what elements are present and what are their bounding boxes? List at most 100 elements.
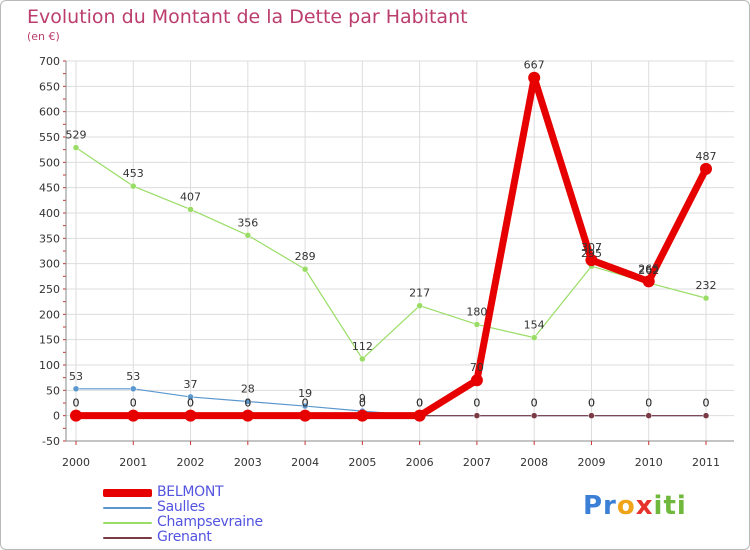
legend-item-champsevraine: Champsevraine [103,515,363,530]
data-label-grenant: 0 [359,397,366,410]
legend-item-grenant: Grenant [103,530,363,545]
legend-label-belmont: BELMONT [157,484,224,500]
data-label-champsevraine: 453 [123,167,144,180]
plot-area [66,61,734,441]
data-label-belmont: 0 [302,397,309,410]
data-point-grenant [530,412,538,419]
data-label-saulles: 28 [241,382,255,395]
series-line-champsevraine [75,147,707,360]
x-tick-label: 2002 [177,456,205,469]
x-tick-label: 2005 [348,456,376,469]
data-label-grenant: 0 [73,397,80,410]
data-label-grenant: 0 [645,397,652,410]
data-label-belmont: 0 [73,397,80,410]
series-line-belmont [72,74,710,420]
data-label-belmont: 667 [524,59,545,72]
x-tick-label: 2004 [291,456,319,469]
logo-part-1: Pr [583,491,617,521]
legend-label-grenant: Grenant [157,529,212,545]
data-label-champsevraine: 356 [237,216,258,229]
logo-part-4: iti [653,491,687,521]
data-point-belmont [642,275,655,288]
data-label-belmont: 487 [696,150,717,163]
data-point-belmont [356,409,369,422]
legend-label-champsevraine: Champsevraine [157,514,263,530]
data-label-belmont: 0 [187,397,194,410]
legend-item-belmont: BELMONT [103,485,363,500]
data-point-belmont [700,162,712,175]
x-tick-label: 2006 [406,456,434,469]
data-label-champsevraine: 262 [638,264,659,277]
legend-swatch-grenant [103,537,152,539]
data-point-belmont [241,409,254,422]
data-point-champsevraine [72,144,80,151]
data-point-champsevraine [359,355,366,363]
data-label-champsevraine: 407 [180,190,201,203]
data-label-champsevraine: 232 [696,279,717,292]
data-label-champsevraine: 112 [352,340,373,353]
data-label-belmont: 0 [244,397,251,410]
data-label-saulles: 19 [298,387,312,400]
y-tick-label: 700 [39,55,60,68]
data-label-belmont: 0 [359,397,366,410]
data-point-belmont [470,374,483,387]
data-label-champsevraine: 180 [466,305,487,318]
data-point-champsevraine [530,334,538,341]
data-point-champsevraine [130,182,137,190]
logo-part-2: o [616,491,636,521]
x-tick-label: 2000 [62,456,90,469]
data-label-belmont: 265 [638,262,659,275]
data-label-saulles: 0 [416,397,423,410]
data-label-champsevraine: 529 [66,129,87,142]
chart-title: Evolution du Montant de la Dette par Hab… [27,6,468,28]
data-label-saulles: 0 [703,397,710,410]
data-point-belmont [127,409,140,422]
data-label-grenant: 0 [130,397,137,410]
proxiti-logo: Proxiti [583,491,687,521]
data-label-belmont: 307 [581,241,602,254]
y-tick-label: 100 [39,359,60,372]
data-label-belmont: 70 [470,361,484,374]
data-point-grenant [588,412,595,419]
data-label-grenant: 0 [187,397,194,410]
data-point-champsevraine [187,206,194,213]
data-point-saulles [72,385,80,393]
data-point-saulles [301,402,309,410]
data-point-belmont [184,409,197,422]
legend-swatch-saulles [103,507,152,509]
data-point-saulles [130,385,137,393]
y-tick-label: 500 [39,156,60,169]
data-label-grenant: 0 [416,397,423,410]
data-point-belmont [299,409,312,422]
data-label-champsevraine: 154 [524,319,545,332]
chart-subtitle: (en €) [27,30,60,43]
y-tick-label: 450 [39,182,60,195]
y-tick-label: 0 [53,410,60,423]
x-tick-label: 2009 [577,456,605,469]
data-point-belmont [528,71,541,84]
data-label-champsevraine: 289 [295,250,316,263]
data-point-belmont [413,409,426,422]
y-tick-label: 600 [39,106,60,119]
y-tick-label: 550 [39,131,60,144]
data-point-champsevraine [702,294,710,302]
y-tick-label: 350 [39,232,60,245]
data-label-saulles: 37 [184,378,198,391]
y-tick-label: 250 [39,283,60,296]
data-label-saulles: 9 [359,392,366,405]
data-point-saulles [187,393,194,401]
y-tick-label: 300 [39,258,60,271]
x-tick-label: 2001 [119,456,147,469]
data-label-saulles: 0 [531,397,538,410]
x-tick-label: 2010 [635,456,663,469]
data-label-grenant: 0 [703,397,710,410]
data-label-saulles: 0 [588,397,595,410]
data-point-champsevraine [244,232,252,239]
y-tick-label: 150 [39,334,60,347]
data-point-grenant [645,412,652,419]
data-label-saulles: 0 [645,397,652,410]
legend: BELMONT Saulles Champsevraine Grenant [103,485,363,545]
y-tick-label: 50 [46,384,60,397]
